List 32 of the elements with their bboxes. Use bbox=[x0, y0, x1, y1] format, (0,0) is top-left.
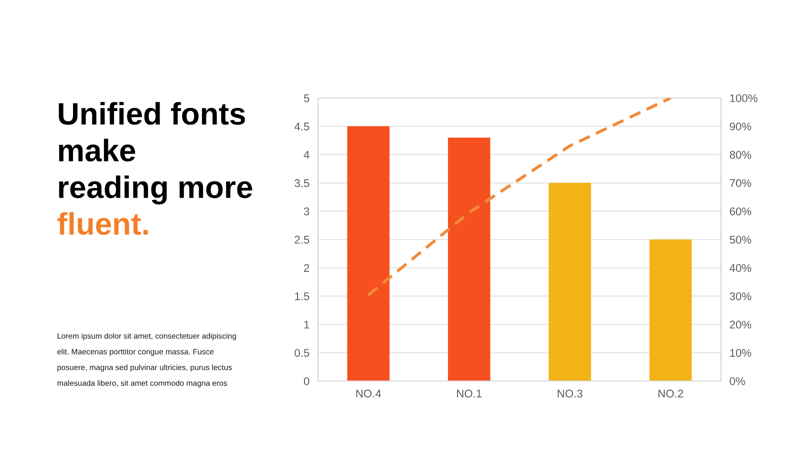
y2-tick-label: 0% bbox=[730, 377, 745, 386]
text: Unified fonts make reading more fluent. bbox=[58, 102, 252, 235]
bar bbox=[347, 126, 390, 381]
y2-tick-label: 70% bbox=[730, 179, 752, 188]
y2-tick-label: 80% bbox=[730, 150, 752, 159]
y-tick-label: 0.5 bbox=[294, 348, 310, 357]
y-tick-label: 1.5 bbox=[295, 292, 310, 300]
y-tick-label: 4 bbox=[304, 150, 310, 159]
x-tick-label: NO.1 bbox=[457, 390, 482, 398]
y2-tick-label: 40% bbox=[730, 264, 752, 272]
bar bbox=[448, 138, 490, 381]
y-tick-label: 4.5 bbox=[294, 122, 310, 130]
y2-tick-label: 20% bbox=[730, 320, 752, 329]
x-tick-label: NO.2 bbox=[658, 390, 684, 398]
y-tick-label: 5 bbox=[304, 94, 310, 102]
y-tick-label: 1 bbox=[304, 320, 310, 328]
y-tick-label: 3.5 bbox=[294, 179, 310, 188]
y2-tick-label: 100% bbox=[730, 94, 758, 102]
y2-tick-label: 10% bbox=[730, 348, 752, 357]
y2-tick-label: 50% bbox=[730, 236, 752, 244]
y-tick-label: 2 bbox=[304, 264, 310, 272]
y-tick-label: 2.5 bbox=[294, 236, 310, 244]
line-series bbox=[366, 98, 672, 296]
y-tick-label: 3 bbox=[304, 207, 310, 216]
bar bbox=[649, 240, 692, 381]
x-tick-label: NO.4 bbox=[356, 390, 382, 398]
y-tick-label: 0 bbox=[304, 377, 310, 386]
bar bbox=[548, 182, 592, 381]
y2-tick-label: 90% bbox=[730, 122, 752, 130]
y2-tick-label: 30% bbox=[730, 292, 752, 300]
x-tick-label: NO.3 bbox=[558, 390, 582, 398]
y2-tick-label: 60% bbox=[730, 207, 752, 216]
